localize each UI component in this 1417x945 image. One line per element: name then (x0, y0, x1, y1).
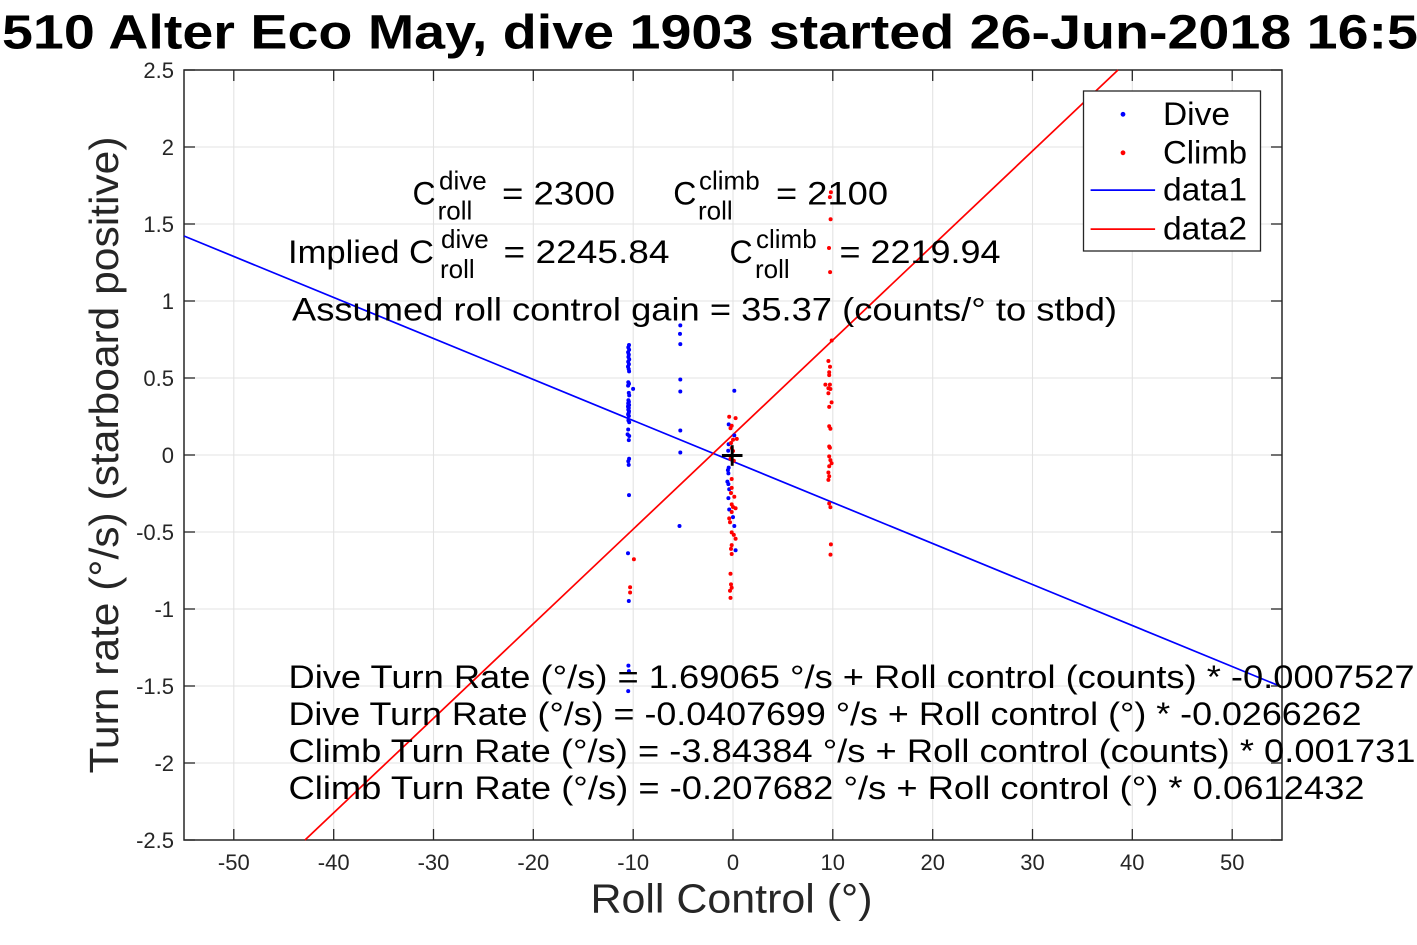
svg-text:30: 30 (1020, 850, 1044, 875)
svg-text:roll: roll (755, 254, 790, 284)
svg-text:roll: roll (440, 254, 475, 284)
svg-text:0: 0 (727, 850, 739, 875)
svg-text:Dive Turn Rate (°/s) = -0.0407: Dive Turn Rate (°/s) = -0.0407699 °/s + … (289, 696, 1362, 732)
svg-text:-2.5: -2.5 (136, 828, 174, 853)
svg-text:Assumed roll control gain = 35: Assumed roll control gain = 35.37 (count… (292, 292, 1117, 328)
svg-text:0.5: 0.5 (143, 366, 174, 391)
svg-text:data1: data1 (1163, 172, 1247, 208)
svg-text:Dive: Dive (1163, 96, 1230, 132)
svg-text:climb: climb (699, 166, 760, 196)
svg-text:-20: -20 (517, 850, 549, 875)
svg-text:data2: data2 (1163, 211, 1247, 247)
svg-text:Climb Turn Rate (°/s) = -3.843: Climb Turn Rate (°/s) = -3.84384 °/s + R… (289, 733, 1416, 769)
svg-text:Dive Turn Rate (°/s) = 1.69065: Dive Turn Rate (°/s) = 1.69065 °/s + Rol… (289, 659, 1415, 695)
svg-text:-1.5: -1.5 (136, 674, 174, 699)
svg-text:-10: -10 (617, 850, 649, 875)
svg-text:-40: -40 (318, 850, 350, 875)
svg-text:50: 50 (1220, 850, 1244, 875)
svg-text:= 2100: = 2100 (776, 176, 888, 212)
svg-text:Turn rate (°/s) (starboard pos: Turn rate (°/s) (starboard positive) (81, 137, 127, 774)
svg-text:-1: -1 (154, 597, 174, 622)
svg-text:510 Alter Eco May, dive 1903 s: 510 Alter Eco May, dive 1903 started 26-… (2, 5, 1417, 59)
svg-text:Roll Control (°): Roll Control (°) (591, 876, 873, 922)
svg-text:-2: -2 (154, 751, 174, 776)
svg-text:1.5: 1.5 (143, 212, 174, 237)
svg-text:dive: dive (441, 224, 489, 254)
svg-text:roll: roll (698, 196, 733, 226)
svg-text:2: 2 (162, 135, 174, 160)
svg-text:0: 0 (162, 443, 174, 468)
svg-text:1: 1 (162, 289, 174, 314)
svg-text:20: 20 (920, 850, 944, 875)
svg-text:C: C (730, 234, 753, 270)
svg-text:-50: -50 (218, 850, 250, 875)
svg-text:Climb Turn Rate (°/s) = -0.207: Climb Turn Rate (°/s) = -0.207682 °/s + … (289, 770, 1365, 806)
svg-text:roll: roll (438, 196, 473, 226)
svg-text:dive: dive (439, 166, 487, 196)
svg-text:2.5: 2.5 (143, 58, 174, 83)
svg-text:Implied C: Implied C (288, 234, 434, 270)
svg-text:= 2300: = 2300 (502, 176, 615, 212)
svg-text:= 2245.84: = 2245.84 (504, 234, 670, 270)
svg-text:-30: -30 (418, 850, 450, 875)
svg-text:= 2219.94: = 2219.94 (840, 234, 1001, 270)
svg-text:10: 10 (821, 850, 845, 875)
svg-text:Climb: Climb (1163, 134, 1247, 170)
svg-text:-0.5: -0.5 (136, 520, 174, 545)
svg-text:40: 40 (1120, 850, 1144, 875)
svg-text:C: C (673, 176, 696, 212)
svg-text:climb: climb (756, 224, 817, 254)
svg-text:C: C (413, 176, 436, 212)
